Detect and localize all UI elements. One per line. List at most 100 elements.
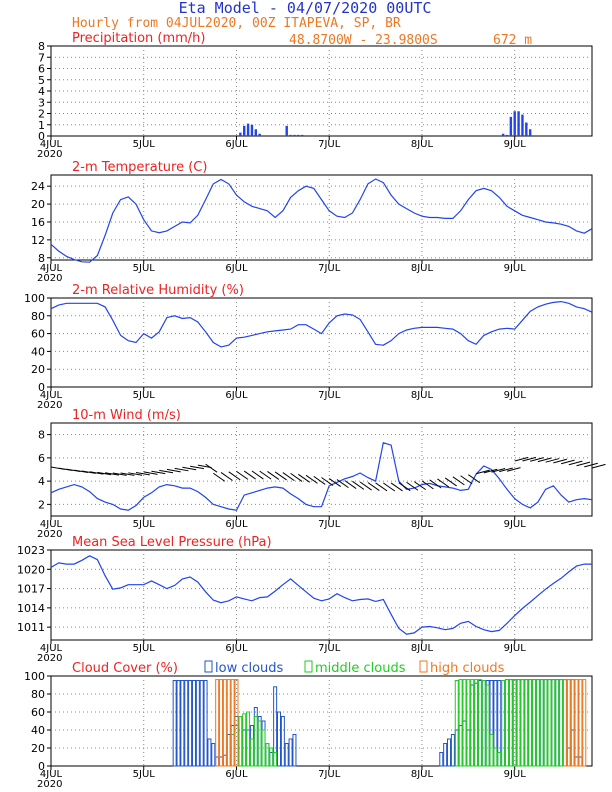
wind-arrow (274, 471, 287, 481)
precip-bar (528, 129, 532, 136)
x-tick-label: 8JUL (411, 390, 434, 401)
precip-bar (525, 122, 528, 136)
wind-arrow (344, 480, 357, 489)
x-tick-label: 9JUL (504, 519, 527, 530)
x-tick-label: 5JUL (133, 519, 156, 530)
location-coords: 48.8700W - 23.9800S (289, 33, 438, 48)
panel-frame (50, 549, 593, 641)
wind-arrow (545, 458, 560, 463)
cloud-bar (477, 679, 482, 767)
y-tick-label: 0 (38, 130, 45, 143)
panel-frame (50, 297, 593, 388)
wind-arrow (429, 479, 442, 489)
wind-arrow (190, 465, 204, 470)
wind-arrow (591, 463, 606, 469)
x-tick-label: 9JUL (504, 769, 527, 780)
cloud-bar (543, 679, 548, 767)
cloud-bar (443, 743, 448, 767)
wind-arrow (568, 460, 583, 466)
legend-label: high clouds (430, 661, 505, 676)
wind-arrow (236, 470, 249, 480)
wind-arrow (97, 471, 112, 476)
legend-swatch (204, 660, 213, 673)
cloud-bar (562, 679, 567, 767)
cloud-bar (470, 679, 475, 767)
x-tick-label: 6JUL (225, 519, 248, 530)
x-tick-label: 6JUL (225, 390, 248, 401)
cloud-bar (191, 680, 196, 767)
cloud-bar (516, 679, 521, 767)
cloud-bar (253, 716, 258, 767)
cloud-bar (180, 680, 185, 767)
cloud-bar (288, 738, 293, 767)
chart-subtitle: Hourly from 04JUL2020, 00Z ITAPEVA, SP, … (72, 16, 401, 31)
cloud-bar (532, 679, 537, 767)
cloud-bar (450, 734, 455, 767)
y-tick-label: 8 (38, 252, 45, 265)
wind-arrow (413, 481, 426, 491)
series-line (50, 555, 592, 635)
precip-bar (254, 129, 258, 136)
wind-arrow (205, 463, 218, 473)
legend-swatch (304, 660, 313, 673)
cloud-bar (555, 679, 560, 767)
wind-arrow (112, 472, 127, 476)
y-tick-label: 6 (38, 452, 45, 465)
precip-bar (513, 111, 516, 136)
wind-arrow (398, 482, 411, 492)
x-tick-label: 4JUL (40, 263, 63, 274)
y-tick-label: 2 (38, 108, 45, 121)
y-tick-label: 4 (38, 475, 45, 488)
x-tick-label: 4JUL (40, 139, 63, 150)
y-tick-label: 8 (38, 429, 45, 442)
panel-title: 2-m Temperature (C) (72, 160, 207, 175)
wind-arrow (460, 475, 473, 485)
cloud-bar (582, 679, 587, 767)
cloud-bar (265, 743, 270, 767)
panel-title: 10-m Wind (m/s) (72, 408, 181, 423)
y-tick-label: 24 (31, 180, 45, 193)
cloud-bar (219, 679, 224, 767)
wind-arrow (321, 477, 334, 486)
legend-swatch (419, 660, 428, 673)
cloud-bar (520, 679, 525, 767)
cloud-bar (547, 679, 552, 767)
wind-arrow (406, 481, 419, 491)
y-tick-label: 16 (31, 216, 45, 229)
y-tick-label: 60 (31, 328, 45, 341)
y-tick-label: 100 (24, 670, 45, 683)
precip-bar (505, 134, 509, 136)
y-tick-label: 40 (31, 724, 45, 737)
x-tick-label: 4JUL (40, 390, 63, 401)
wind-arrow (514, 456, 529, 462)
cloud-bar (512, 679, 517, 767)
wind-arrow (298, 473, 311, 483)
cloud-bar (222, 679, 227, 767)
wind-arrow (437, 478, 450, 488)
x-year-label: 2020 (37, 149, 62, 160)
y-tick-label: 1020 (17, 563, 45, 576)
wind-arrow (553, 458, 568, 464)
cloud-bar (462, 679, 467, 767)
wind-arrow (151, 470, 166, 475)
wind-arrow (452, 476, 465, 486)
wind-arrow (560, 459, 575, 465)
x-tick-label: 8JUL (411, 263, 434, 274)
wind-arrow (383, 482, 396, 492)
x-tick-label: 7JUL (318, 519, 341, 530)
y-tick-label: 60 (31, 706, 45, 719)
x-tick-label: 7JUL (318, 643, 341, 654)
cloud-bar (504, 679, 509, 767)
panel-frame (50, 174, 593, 261)
cloud-bar (273, 752, 278, 767)
cloud-bar (226, 679, 231, 767)
cloud-bar (176, 680, 181, 767)
x-tick-label: 9JUL (504, 643, 527, 654)
wind-arrow (367, 482, 380, 491)
wind-arrow (352, 480, 365, 490)
wind-arrow (576, 461, 591, 467)
x-year-label: 2020 (37, 529, 62, 540)
wind-arrow (81, 470, 96, 474)
wind-arrow (359, 481, 372, 491)
